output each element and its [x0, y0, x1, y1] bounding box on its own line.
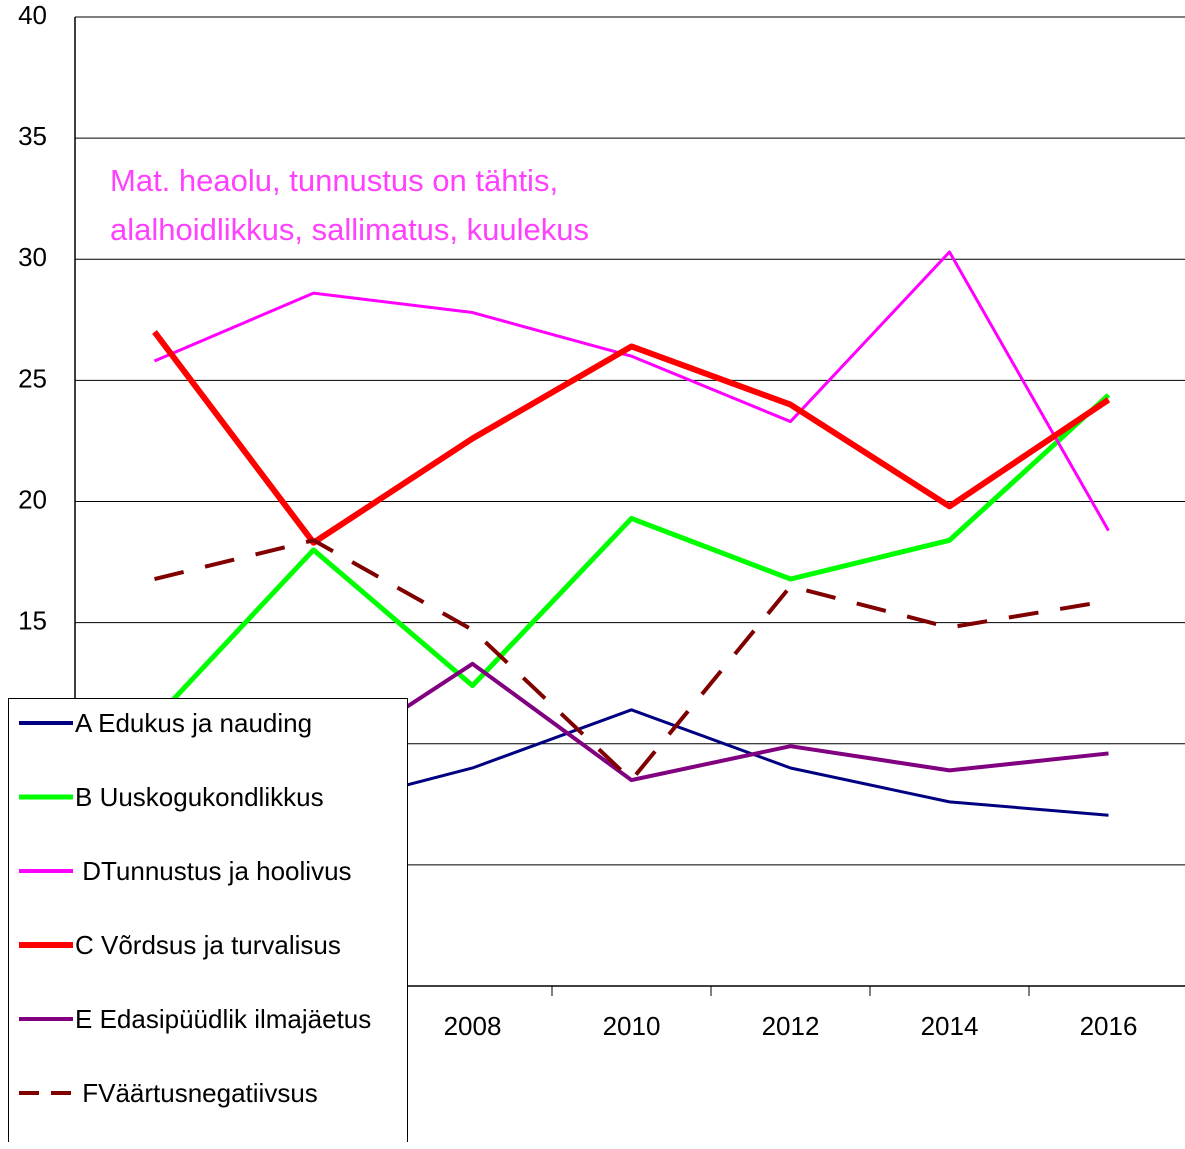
x-tick-label: 2008	[444, 1011, 502, 1041]
legend-item: C Võrdsus ja turvalisus	[9, 927, 407, 1001]
legend-item: FVäärtusnegatiivsus	[9, 1075, 407, 1149]
legend-item: DTunnustus ja hoolivus	[9, 853, 407, 927]
legend-swatch	[19, 794, 73, 800]
legend-swatch	[19, 942, 73, 948]
annotation: alalhoidlikkus, sallimatus, kuulekus	[110, 212, 589, 247]
legend: A Edukus ja nauding B Uuskogukondlikkus D…	[8, 698, 408, 1142]
legend-label: DTunnustus ja hoolivus	[75, 856, 352, 886]
annotation: Mat. heaolu, tunnustus on tähtis,	[110, 163, 558, 198]
legend-label: FVäärtusnegatiivsus	[75, 1078, 318, 1108]
series-line	[153, 250, 1110, 532]
x-tick-label: 2014	[921, 1011, 979, 1041]
legend-item: B Uuskogukondlikkus	[9, 779, 407, 853]
legend-label: A Edukus ja nauding	[75, 708, 313, 738]
x-tick-label: 2016	[1080, 1011, 1138, 1041]
series-line	[152, 393, 1111, 722]
y-tick-label: 35	[18, 121, 47, 151]
x-tick-label: 2010	[603, 1011, 661, 1041]
series-line	[152, 330, 1111, 546]
y-tick-label: 15	[18, 606, 47, 636]
x-tick-label: 2012	[762, 1011, 820, 1041]
legend-swatch	[19, 721, 73, 725]
y-tick-label: 30	[18, 242, 47, 272]
legend-item: A Edukus ja nauding	[9, 705, 407, 779]
legend-item: E Edasipüüdlik ilmajäetus	[9, 1001, 407, 1075]
series-line	[154, 538, 1109, 783]
legend-swatch	[19, 1091, 73, 1095]
legend-label: C Võrdsus ja turvalisus	[75, 930, 341, 960]
y-tick-label: 20	[18, 484, 47, 514]
legend-label: E Edasipüüdlik ilmajäetus	[75, 1004, 372, 1034]
y-tick-label: 25	[18, 363, 47, 393]
legend-swatch	[19, 1017, 73, 1021]
legend-swatch	[19, 869, 73, 873]
y-tick-label: 40	[18, 0, 47, 30]
legend-label: B Uuskogukondlikkus	[75, 782, 324, 812]
